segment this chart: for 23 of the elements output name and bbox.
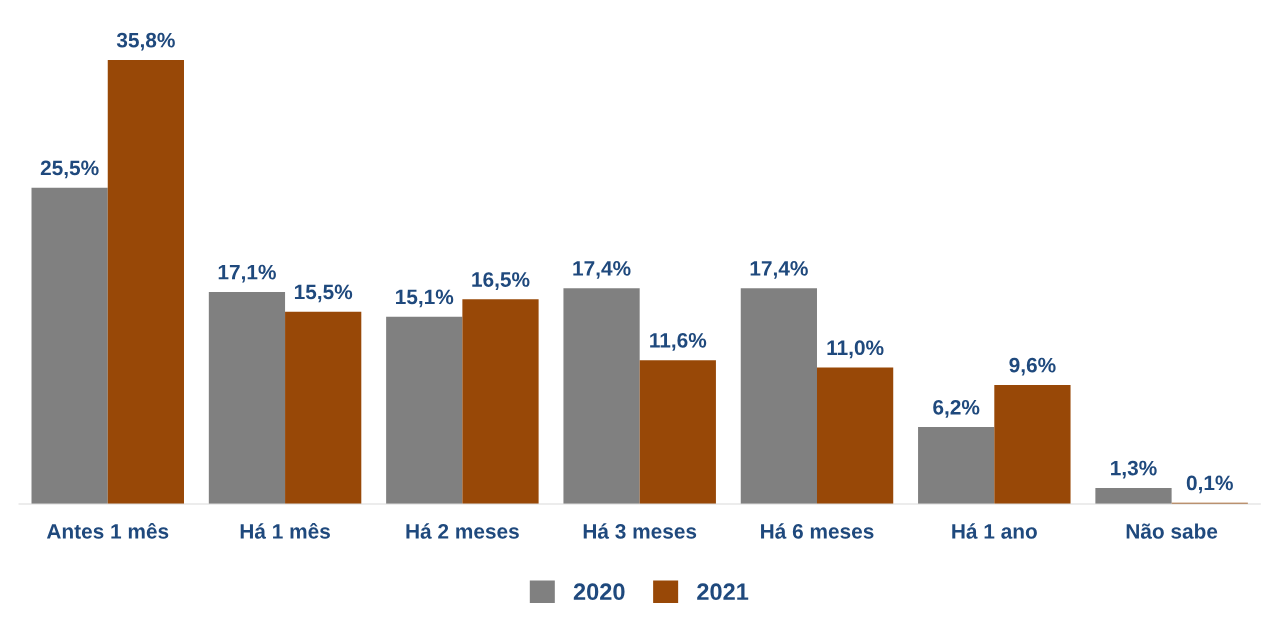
data-label: 9,6% — [1009, 357, 1056, 376]
data-label: 25,5% — [40, 160, 99, 179]
data-label: 17,1% — [218, 264, 276, 283]
data-label: 0,1% — [1186, 475, 1233, 494]
data-label: 1,3% — [1111, 460, 1157, 479]
x-tick-label: Há 1 ano — [952, 523, 1037, 539]
x-tick-label: Não sabe — [1126, 523, 1218, 539]
x-tick-label: Há 2 meses — [406, 523, 519, 539]
x-tick-label: Antes 1 mês — [46, 522, 169, 539]
data-label: 16,5% — [472, 272, 530, 290]
x-tick-label: Há 1 mês — [240, 522, 330, 539]
data-label: 15,1% — [396, 289, 454, 308]
legend-label: 2020 — [573, 583, 625, 601]
data-label: 17,4% — [750, 261, 808, 279]
data-label: 35,8% — [116, 32, 175, 51]
data-label: 6,2% — [933, 399, 980, 418]
x-tick-label: Há 6 meses — [761, 523, 874, 539]
data-label: 11,6% — [650, 332, 707, 351]
legend-label: 2021 — [697, 583, 749, 601]
x-tick-label: Há 3 meses — [583, 523, 697, 539]
data-label: 11,0% — [827, 340, 884, 359]
data-label: 15,5% — [294, 284, 353, 303]
data-label: 17,4% — [573, 261, 631, 279]
